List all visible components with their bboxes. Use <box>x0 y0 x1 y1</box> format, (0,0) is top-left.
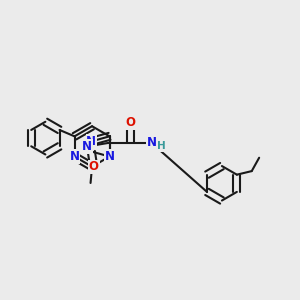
Text: N: N <box>82 140 92 153</box>
Text: N: N <box>104 150 115 163</box>
Text: O: O <box>125 116 135 129</box>
Text: H: H <box>157 141 165 151</box>
Text: N: N <box>86 135 96 148</box>
Text: O: O <box>89 160 99 173</box>
Text: N: N <box>70 150 80 163</box>
Text: N: N <box>146 136 157 149</box>
